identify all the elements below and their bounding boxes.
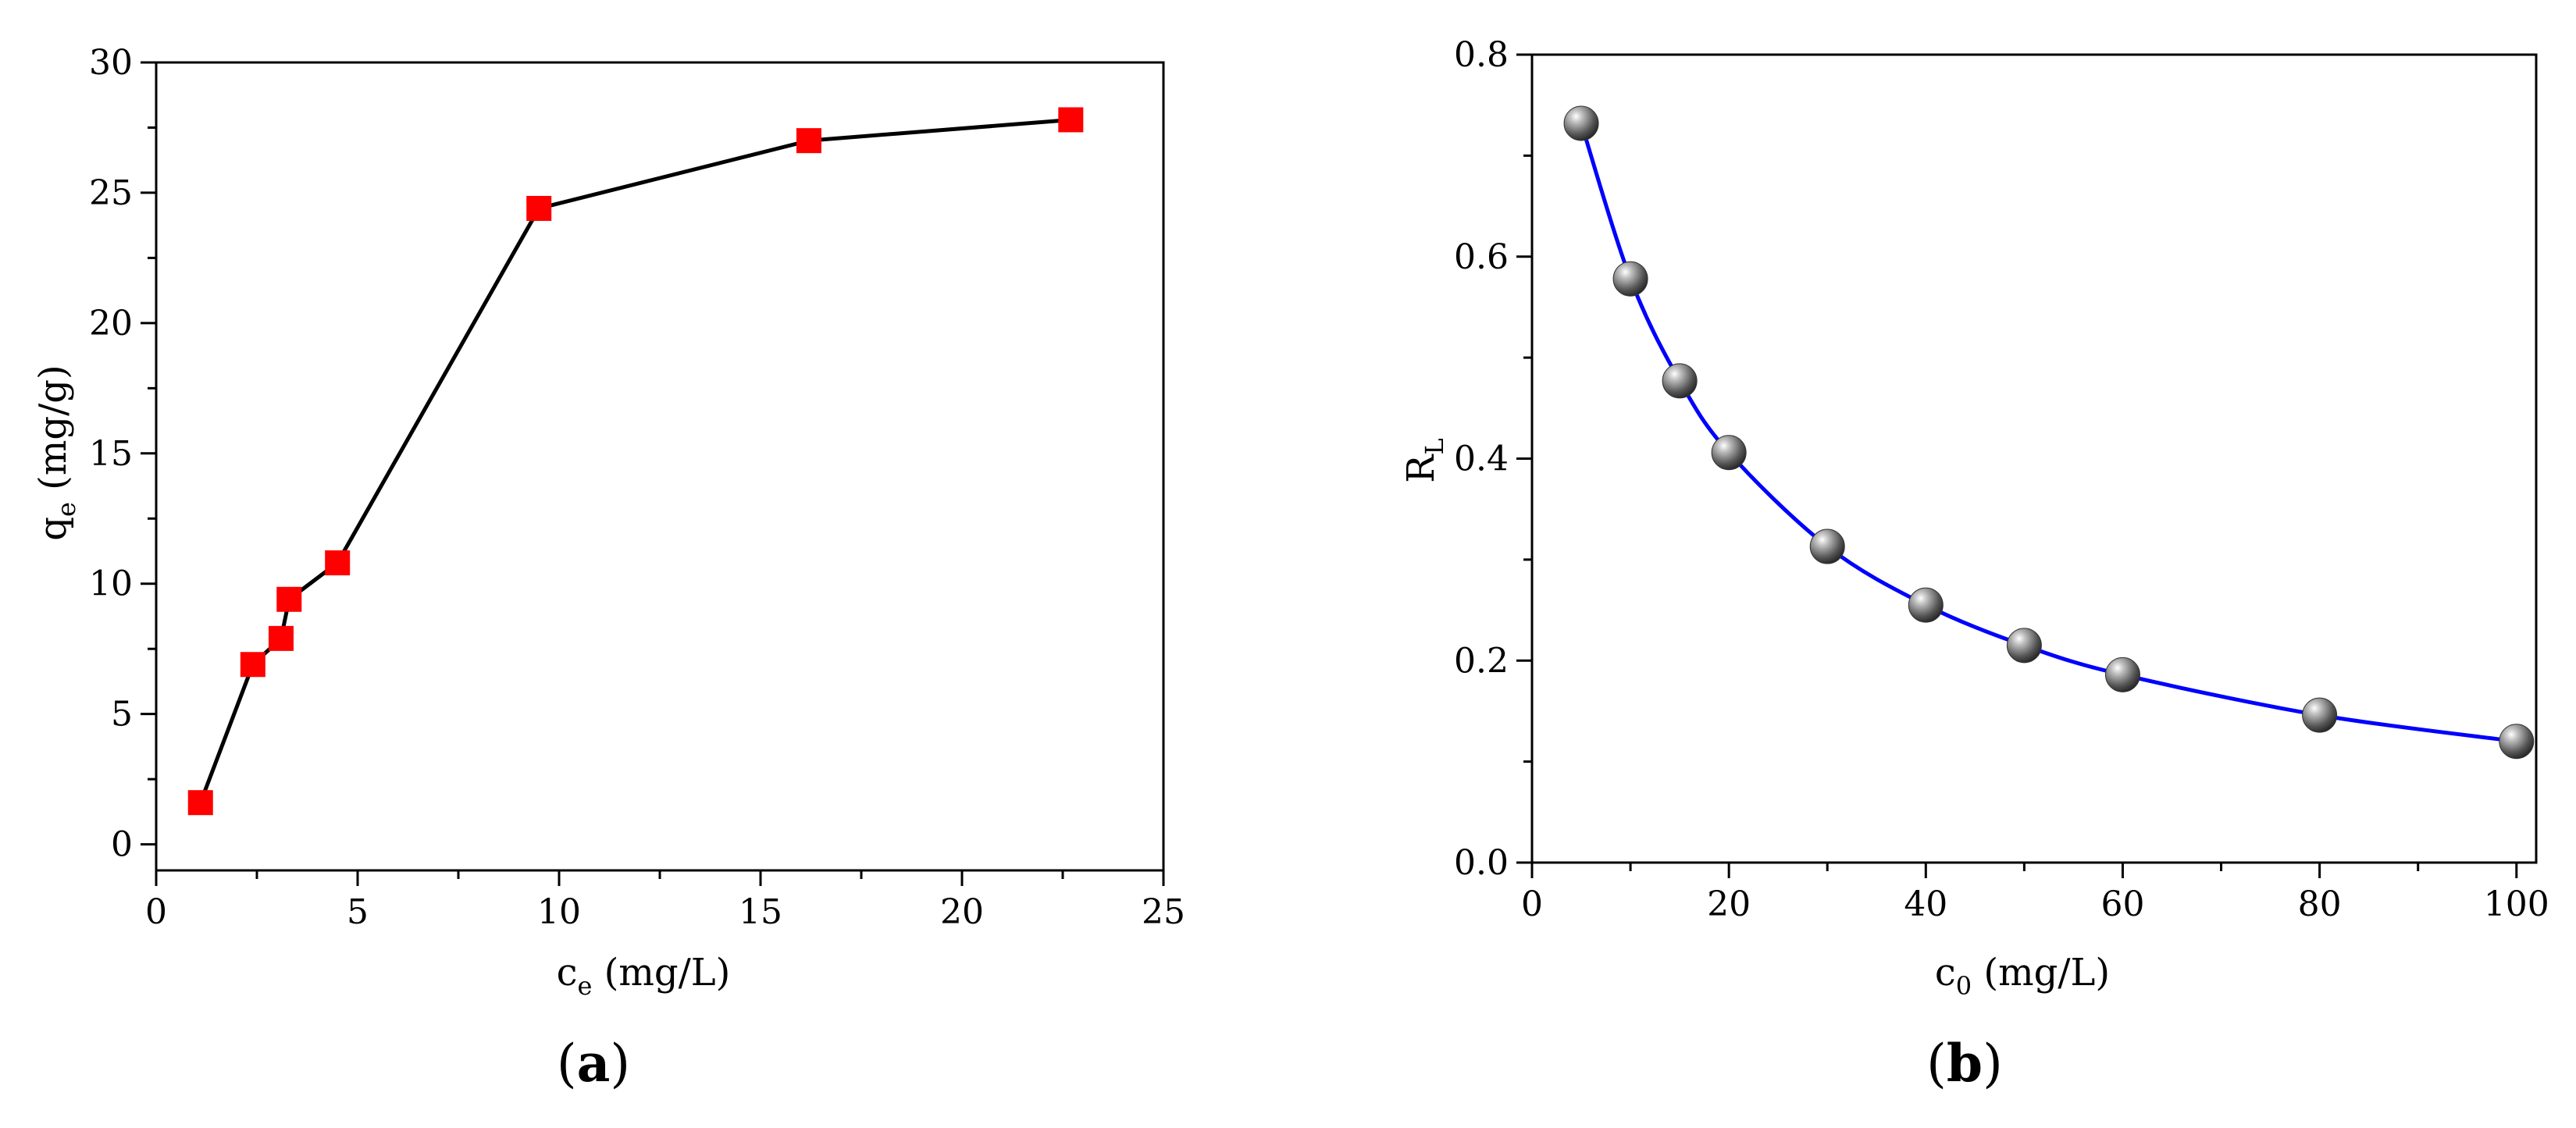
- chart-panel-b: 0 20 40 60 80 100 0.0 0.2 0.4 0.6 0.8 c0 (mg/L) R…: [1399, 35, 2549, 1094]
- data-point: [240, 652, 265, 678]
- plot-area-border: [155, 61, 1165, 872]
- y-tick-label: 5: [111, 695, 133, 735]
- y-tick-label: 30: [89, 43, 133, 83]
- data-point: [1662, 363, 1698, 399]
- x-tick-label: 40: [1904, 884, 1947, 924]
- y-ticks-b: 0.0 0.2 0.4 0.6 0.8: [1454, 35, 1532, 883]
- data-point: [2302, 697, 2338, 733]
- data-point: [1809, 528, 1845, 564]
- data-point: [325, 550, 351, 576]
- x-ticks-a: 0 5 10 15 20 25: [145, 870, 1185, 932]
- data-point: [2499, 724, 2535, 760]
- x-tick-label: 60: [2100, 884, 2144, 924]
- x-tick-label: 20: [940, 892, 984, 932]
- x-tick-label: 0: [145, 892, 167, 932]
- x-axis-title-b: c0 (mg/L): [1935, 951, 2110, 1001]
- data-point: [796, 128, 821, 154]
- x-tick-label: 5: [347, 892, 369, 932]
- y-ticks-a: 0 5 10 15 20 25 30: [89, 43, 156, 865]
- data-point: [1612, 261, 1648, 297]
- y-tick-label: 10: [89, 564, 133, 604]
- x-tick-label: 25: [1142, 892, 1185, 932]
- y-tick-label: 20: [89, 304, 133, 343]
- y-tick-label: 25: [89, 173, 133, 213]
- y-tick-label: 0.4: [1454, 439, 1509, 479]
- panel-label-a: (a): [557, 1033, 630, 1094]
- data-point: [2006, 628, 2042, 664]
- x-tick-label: 80: [2298, 884, 2342, 924]
- x-tick-label: 100: [2484, 884, 2549, 924]
- y-tick-label: 0.0: [1454, 843, 1509, 883]
- data-point: [1908, 587, 1944, 623]
- x-axis-title-a: ce (mg/L): [557, 951, 731, 1001]
- data-point: [1563, 105, 1599, 141]
- series-line: [198, 117, 1071, 804]
- data-point: [2104, 657, 2140, 692]
- y-tick-label: 0.8: [1454, 35, 1509, 75]
- series-b: [1563, 105, 2535, 760]
- data-point: [526, 195, 552, 221]
- series-a: [187, 107, 1084, 816]
- data-point: [1058, 107, 1084, 133]
- y-tick-label: 0: [111, 825, 133, 865]
- series-line: [1579, 123, 2517, 744]
- y-tick-label: 15: [89, 434, 133, 474]
- plot-area-border: [1530, 53, 2538, 864]
- x-tick-label: 20: [1707, 884, 1751, 924]
- y-tick-label: 0.6: [1454, 237, 1509, 277]
- panel-label-b: (b): [1926, 1033, 2003, 1094]
- y-axis-title-a: qe (mg/g): [31, 365, 81, 541]
- y-tick-label: 0.2: [1454, 641, 1509, 681]
- x-tick-label: 10: [537, 892, 581, 932]
- chart-panel-a: 0 5 10 15 20 25 0 5 10 15 20 25 30 ce (mg/L) qe (mg…: [31, 43, 1185, 1094]
- plot-frame-b: [1530, 53, 2538, 864]
- x-tick-label: 0: [1521, 884, 1543, 924]
- data-point: [187, 790, 213, 816]
- data-point: [276, 586, 302, 612]
- x-ticks-b: 0 20 40 60 80 100: [1521, 863, 2549, 924]
- data-point: [268, 625, 294, 651]
- y-axis-title-b: RL: [1399, 438, 1449, 482]
- data-point: [1711, 435, 1747, 471]
- x-tick-label: 15: [739, 892, 782, 932]
- plot-frame-a: [155, 61, 1165, 872]
